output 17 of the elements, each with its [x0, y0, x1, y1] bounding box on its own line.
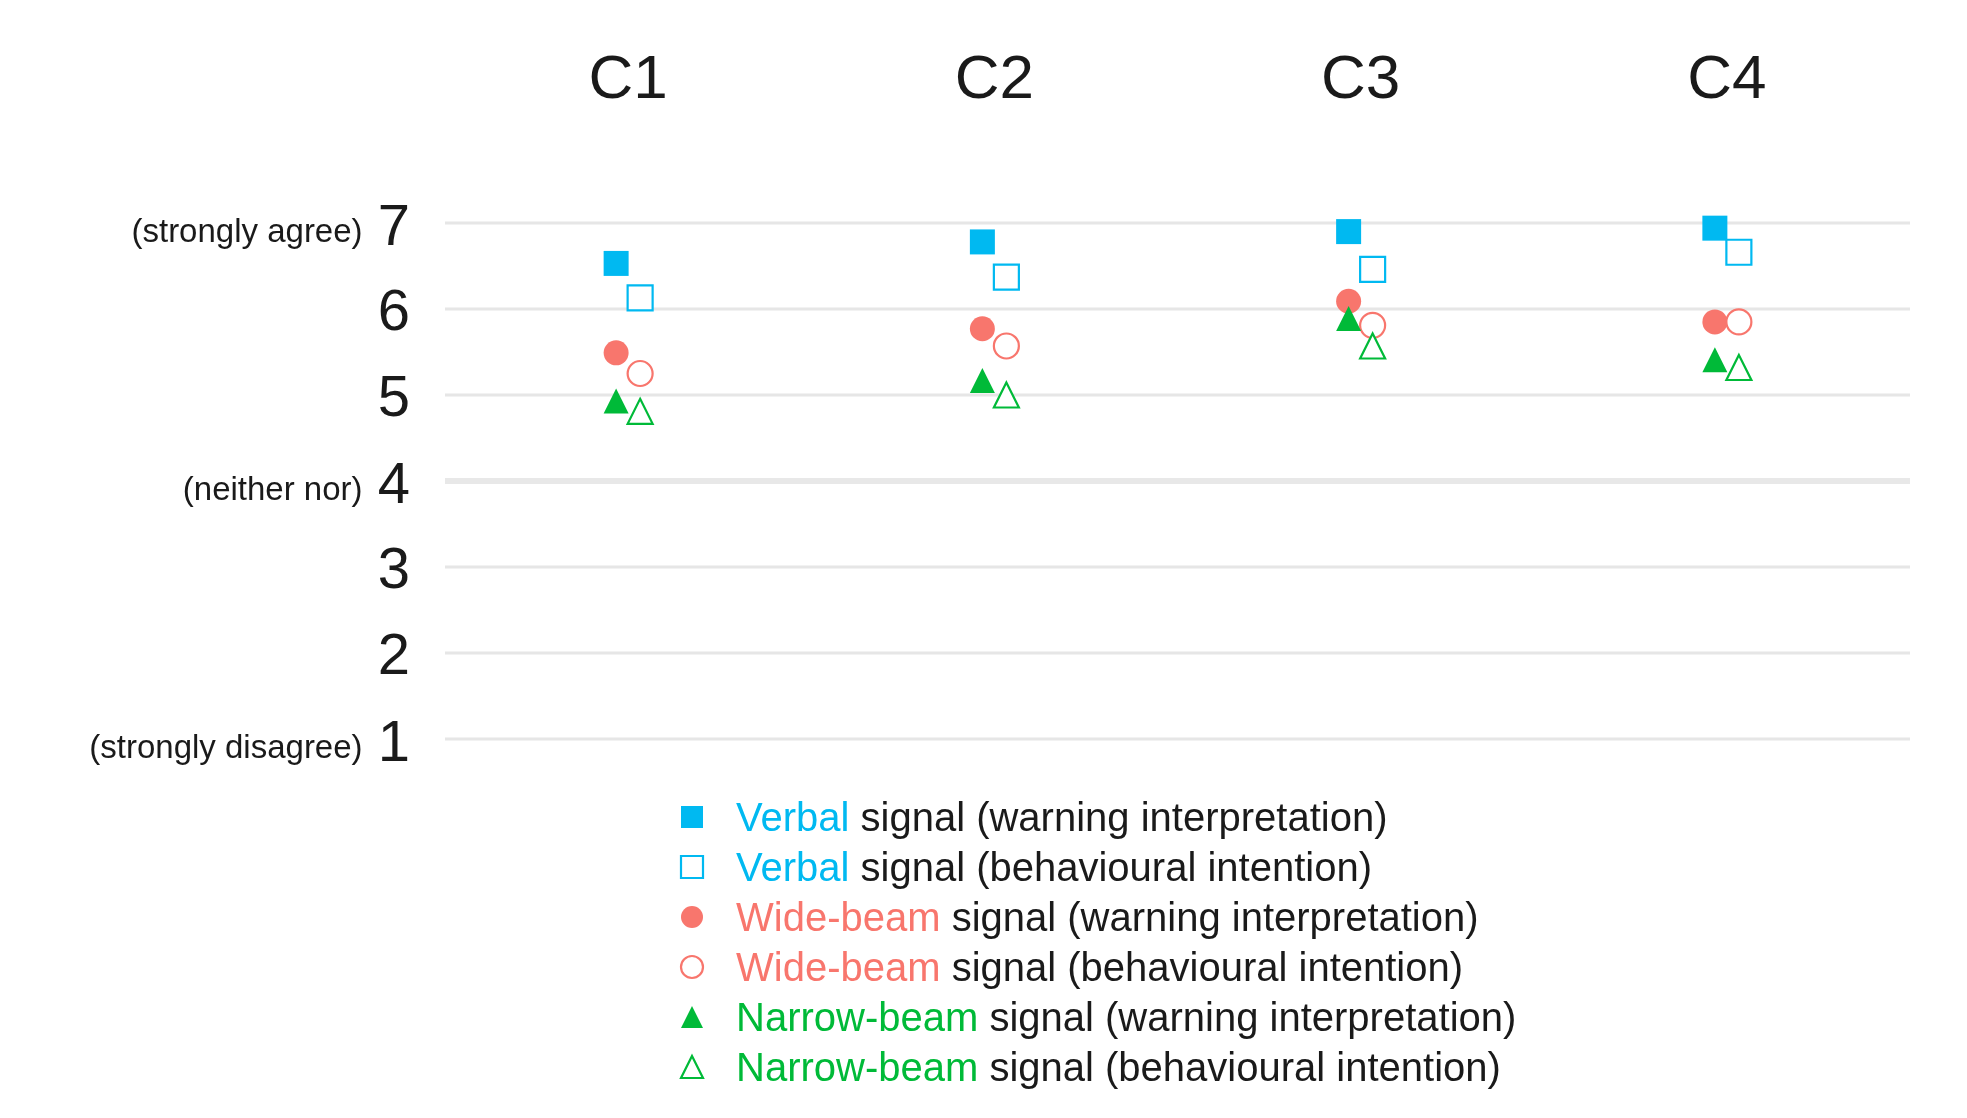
y-tick-label: 5: [377, 362, 410, 428]
y-tick-label: (strongly disagree) 1: [89, 707, 410, 773]
legend-label: Narrow-beam signal (behavioural intention): [736, 1045, 1501, 1089]
x-tick-label: C4: [1687, 42, 1767, 111]
y-tick-label: (strongly agree) 7: [131, 191, 410, 257]
legend-label: Wide-beam signal (behavioural intention): [736, 945, 1464, 989]
legend-label: Verbal signal (warning interpretation): [736, 795, 1388, 839]
legend-label: Wide-beam signal (warning interpretation): [736, 895, 1479, 939]
y-tick-label: 6: [377, 276, 410, 342]
x-tick-label: C2: [954, 42, 1035, 111]
x-tick-label: C3: [1320, 42, 1401, 111]
y-tick-label: (neither nor) 4: [182, 449, 410, 515]
y-tick-label: 3: [377, 534, 410, 600]
legend-label: Narrow-beam signal (warning interpretation): [736, 995, 1517, 1039]
x-tick-label: C1: [588, 42, 668, 111]
y-tick-label: 2: [377, 620, 410, 686]
legend-label: Verbal signal (behavioural intention): [736, 845, 1372, 889]
